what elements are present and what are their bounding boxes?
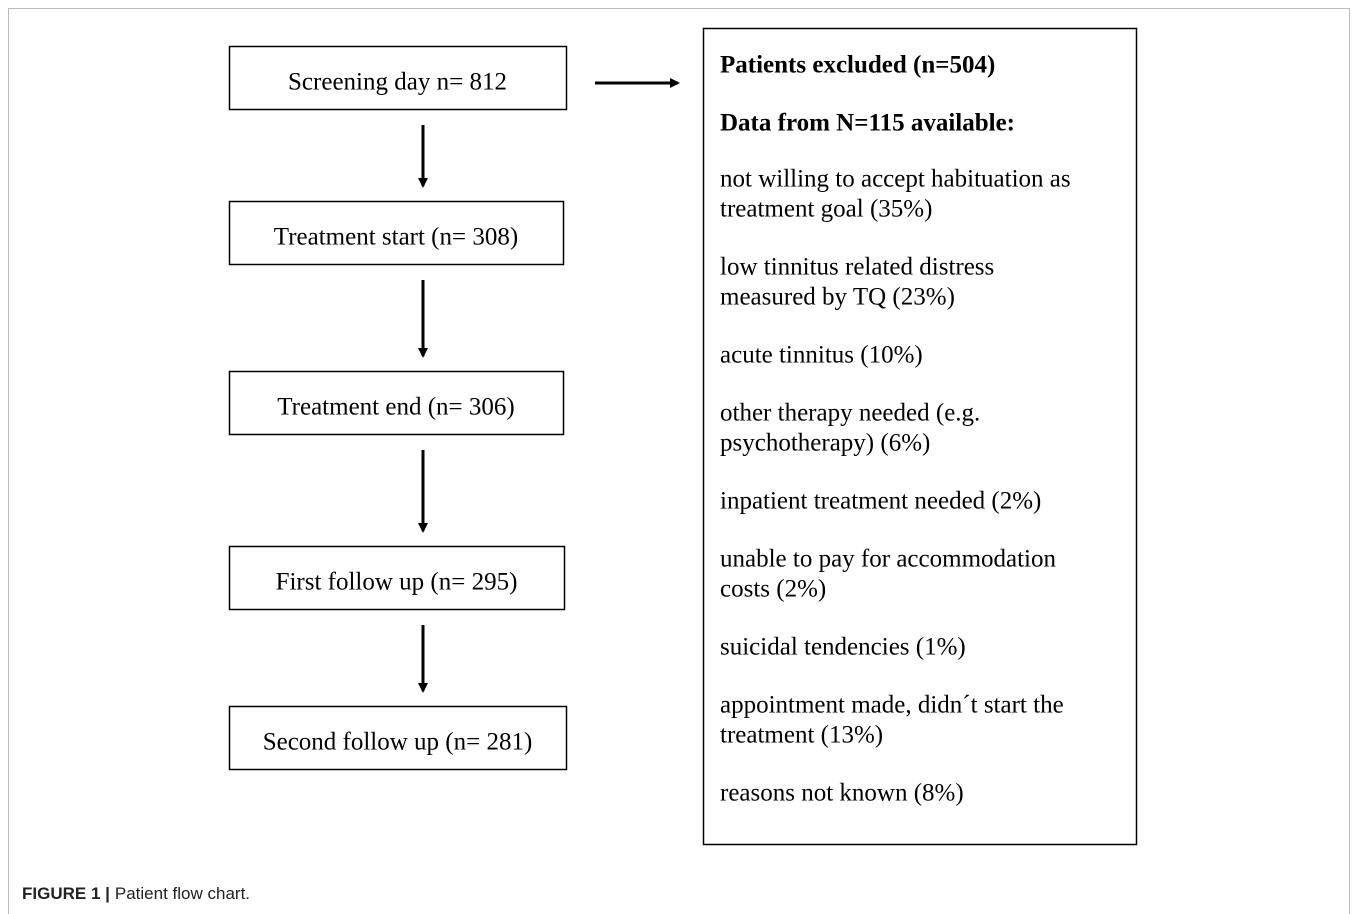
- process-label: Screening day n= 812: [288, 69, 507, 96]
- exclusion-reason: suicidal tendencies (1%): [720, 634, 966, 661]
- exclusion-reason: treatment (13%): [720, 722, 883, 749]
- process-label: Treatment start (n= 308): [274, 224, 518, 251]
- exclusion-reason: measured by TQ (23%): [720, 284, 955, 311]
- figure-border: [8, 8, 1350, 914]
- exclusion-subheading: Data from N=115 available:: [720, 110, 1015, 137]
- process-label: Treatment end (n= 306): [277, 394, 514, 421]
- process-box: [228, 705, 568, 771]
- exclusion-reason: unable to pay for accommodation: [720, 546, 1056, 573]
- exclusion-reason: reasons not known (8%): [720, 780, 964, 807]
- exclusion-reason: not willing to accept habituation as: [720, 166, 1071, 193]
- exclusion-reason: acute tinnitus (10%): [720, 342, 923, 369]
- process-box: [228, 370, 565, 436]
- process-box: [228, 545, 566, 611]
- exclusion-heading: Patients excluded (n=504): [720, 52, 995, 79]
- exclusion-reason: psychotherapy) (6%): [720, 430, 930, 457]
- exclusion-reason: other therapy needed (e.g.: [720, 400, 980, 427]
- process-label: Second follow up (n= 281): [263, 729, 533, 756]
- exclusion-reason: costs (2%): [720, 576, 826, 603]
- exclusion-reason: inpatient treatment needed (2%): [720, 488, 1041, 515]
- process-box: [228, 200, 565, 266]
- exclusion-box: [702, 27, 1138, 846]
- caption-text: Patient flow chart.: [115, 884, 250, 903]
- process-label: First follow up (n= 295): [276, 569, 518, 596]
- process-box: [228, 45, 568, 111]
- caption-label: FIGURE 1 |: [22, 884, 110, 903]
- exclusion-reason: low tinnitus related distress: [720, 254, 994, 281]
- exclusion-reason: treatment goal (35%): [720, 196, 932, 223]
- caption: FIGURE 1 | Patient flow chart.: [22, 884, 250, 903]
- exclusion-reason: appointment made, didn´t start the: [720, 692, 1064, 719]
